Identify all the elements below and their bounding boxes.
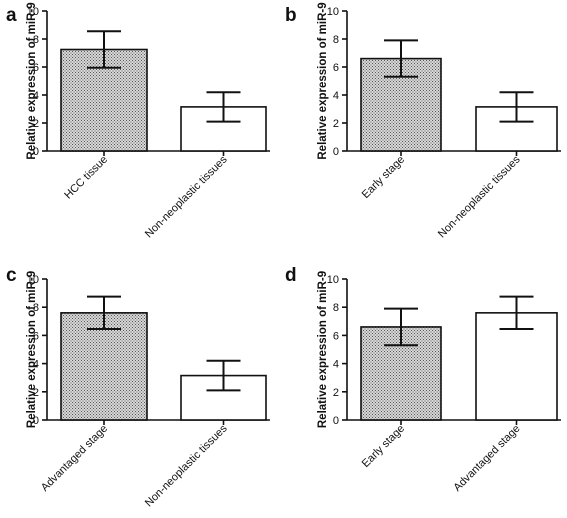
y-tick-label: 10 (327, 6, 339, 18)
y-tick-label: 6 (33, 330, 39, 342)
y-tick-label: 2 (33, 118, 39, 130)
y-axis-label: Relative expression of miR-9 (26, 2, 38, 159)
y-tick-label: 8 (333, 302, 339, 314)
y-tick-label: 6 (333, 330, 339, 342)
x-tick-label: HCC tissue (62, 154, 110, 202)
y-tick-label: 2 (333, 118, 339, 130)
chart-panel-a: a Relative expression of miR-90 2 4 6 8 10 HCC … (6, 2, 270, 240)
y-tick-label: 0 (33, 415, 39, 427)
chart-panel-d: d Relative expression of miR-9 0 2 4 6 8 10 Earl… (285, 265, 561, 494)
y-tick-label: 4 (333, 90, 339, 102)
y-tick-label: 0 (333, 415, 339, 427)
bar-advantaged-stage (60, 312, 148, 421)
y-tick-label: 4 (333, 359, 339, 371)
y-tick-label: 2 (333, 387, 339, 399)
x-tick-label: Non-neoplastic tissues (143, 422, 230, 509)
y-tick-label: 2 (33, 387, 39, 399)
y-tick-label: 8 (33, 34, 39, 46)
y-tick-label: 6 (33, 62, 39, 74)
y-tick-label: 8 (333, 34, 339, 46)
y-tick-label: 4 (33, 90, 39, 102)
y-tick-label: 10 (27, 274, 39, 286)
panel-letter: d (285, 265, 297, 286)
y-axis-label: Relative expression of miR-9 (317, 2, 329, 159)
x-tick-label: Early stage (360, 154, 407, 201)
x-tick-label: Advantaged stage (39, 423, 110, 494)
y-axis-label: Relative expression of miR-9 (26, 271, 38, 428)
y-tick-label: 8 (33, 302, 39, 314)
x-tick-label: Non-neoplastic tissues (143, 153, 230, 240)
bar-advantaged-stage (475, 312, 558, 421)
chart-panel-c: c Relative expression of miR-90 2 4 6 8 10 Adva… (6, 265, 270, 509)
panel-letter: b (285, 5, 297, 26)
x-tick-label: Early stage (360, 423, 407, 470)
y-tick-label: 10 (327, 274, 339, 286)
x-tick-label: Non-neoplastic tissues (436, 153, 523, 240)
y-tick-label: 0 (33, 146, 39, 158)
y-axis-label: Relative expression of miR-9 (317, 271, 329, 428)
y-tick-label: 6 (333, 62, 339, 74)
panel-letter: a (6, 5, 17, 26)
chart-panel-b: b Relative expression of miR-9 0 2 4 6 8 10 Earl… (285, 2, 561, 240)
y-tick-label: 10 (27, 6, 39, 18)
panel-letter: c (6, 265, 17, 286)
y-tick-label: 4 (33, 359, 39, 371)
y-tick-label: 0 (333, 146, 339, 158)
x-tick-label: Advantaged stage (451, 423, 522, 494)
